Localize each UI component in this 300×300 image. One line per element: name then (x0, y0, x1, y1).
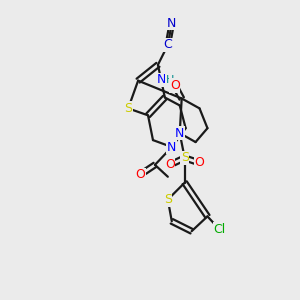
Text: N: N (157, 73, 167, 86)
Text: Cl: Cl (213, 223, 226, 236)
Text: S: S (124, 102, 132, 115)
Text: S: S (164, 193, 172, 206)
Text: N: N (167, 17, 176, 30)
Text: H: H (166, 75, 174, 85)
Text: O: O (165, 158, 175, 171)
Text: N: N (175, 127, 184, 140)
Text: O: O (170, 79, 180, 92)
Text: O: O (195, 156, 205, 170)
Text: C: C (164, 38, 172, 52)
Text: O: O (135, 168, 145, 181)
Text: S: S (181, 152, 189, 164)
Text: N: N (167, 140, 176, 154)
